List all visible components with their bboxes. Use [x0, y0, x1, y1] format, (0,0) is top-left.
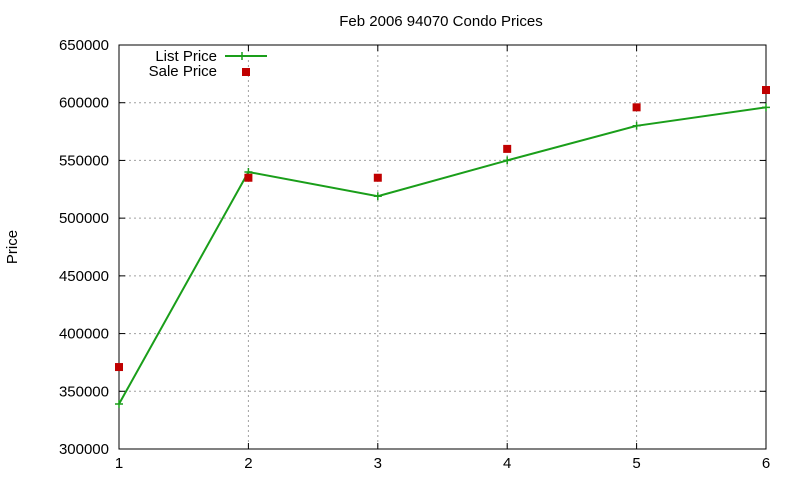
- y-tick-label: 500000: [59, 210, 109, 227]
- list-price-point: [373, 192, 382, 201]
- list-price-line: [118, 106, 767, 405]
- y-tick-label: 600000: [59, 95, 109, 112]
- x-tick-label: 2: [244, 455, 252, 472]
- legend-marker-sale-price: [242, 68, 250, 76]
- legend-entry-sale-price: Sale Price: [149, 63, 250, 80]
- x-tick-label: 1: [115, 455, 123, 472]
- sale-price-point: [115, 363, 123, 372]
- sale-price-point: [373, 173, 382, 182]
- y-tick-label: 450000: [59, 268, 109, 285]
- y-tick-label: 350000: [59, 383, 109, 400]
- list-price-point: [115, 399, 123, 408]
- legend-label-sale-price: Sale Price: [149, 63, 217, 80]
- x-tick-label: 3: [374, 455, 382, 472]
- series: [115, 86, 770, 408]
- legend-entry-list-price: List Price: [155, 48, 267, 65]
- legend-marker-list-price: [238, 52, 246, 60]
- grid: [119, 45, 766, 449]
- x-tick-label: 4: [503, 455, 511, 472]
- sale-price-point: [244, 173, 253, 182]
- y-axis-label: Price: [4, 230, 21, 264]
- plot-area-frame: [118, 44, 767, 450]
- x-tick-label: 6: [762, 455, 770, 472]
- list-price-point: [762, 103, 770, 112]
- y-tick-label: 400000: [59, 326, 109, 343]
- list-price-point: [503, 156, 512, 165]
- y-tick-label: 550000: [59, 152, 109, 169]
- x-tick-label: 5: [632, 455, 640, 472]
- sale-price-point: [632, 103, 641, 112]
- sale-price-point: [762, 86, 770, 95]
- x-axis-tick-labels: 1 2 3 4 5 6: [115, 455, 770, 472]
- y-tick-label: 300000: [59, 441, 109, 458]
- axis-ticks: [118, 44, 767, 450]
- chart-title: Feb 2006 94070 Condo Prices: [339, 13, 542, 30]
- y-axis-tick-labels: 300000 350000 400000 450000 500000 550000 6000…: [59, 37, 109, 458]
- list-price-point: [632, 121, 641, 130]
- y-tick-label: 650000: [59, 37, 109, 54]
- legend-label-list-price: List Price: [155, 48, 217, 65]
- legend: List Price Sale Price: [149, 48, 267, 80]
- sale-price-point: [503, 144, 512, 153]
